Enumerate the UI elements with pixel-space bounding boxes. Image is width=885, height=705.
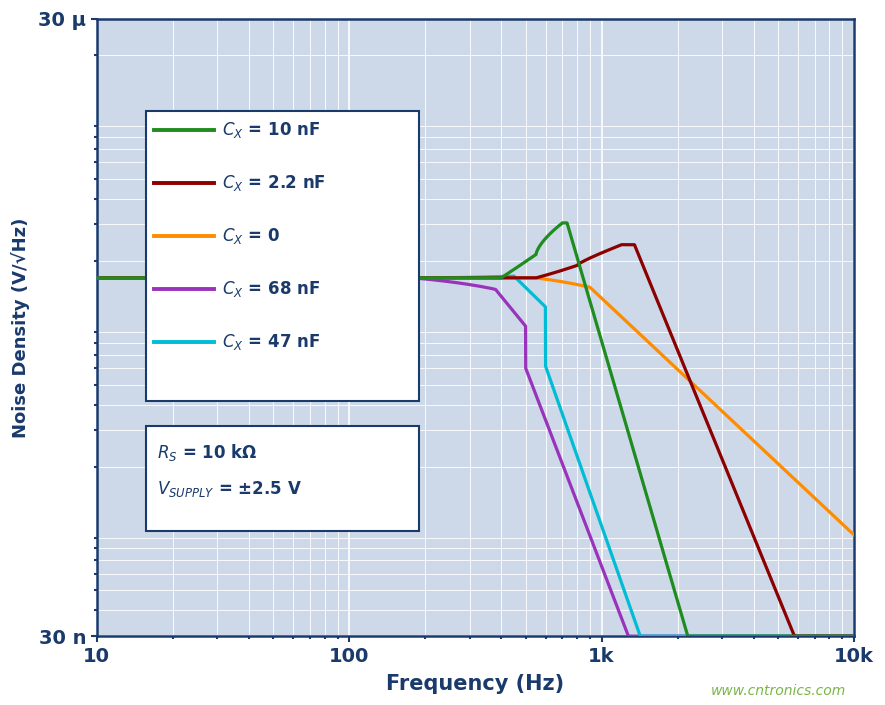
Text: $C_X$ = 68 nF: $C_X$ = 68 nF <box>221 279 320 299</box>
Y-axis label: Noise Density (V/√Hz): Noise Density (V/√Hz) <box>12 217 30 438</box>
Text: $C_X$ = 47 nF: $C_X$ = 47 nF <box>221 332 320 352</box>
Text: $C_X$ = 2.2 nF: $C_X$ = 2.2 nF <box>221 173 326 193</box>
FancyBboxPatch shape <box>146 427 419 531</box>
FancyBboxPatch shape <box>146 111 419 401</box>
Text: www.cntronics.com: www.cntronics.com <box>712 684 846 698</box>
Text: $V_{SUPPLY}$ = ±2.5 V: $V_{SUPPLY}$ = ±2.5 V <box>158 479 302 498</box>
Text: $C_X$ = 0: $C_X$ = 0 <box>221 226 280 246</box>
X-axis label: Frequency (Hz): Frequency (Hz) <box>386 674 565 694</box>
Text: $C_X$ = 10 nF: $C_X$ = 10 nF <box>221 120 320 140</box>
Text: $R_S$ = 10 kΩ: $R_S$ = 10 kΩ <box>158 441 258 462</box>
